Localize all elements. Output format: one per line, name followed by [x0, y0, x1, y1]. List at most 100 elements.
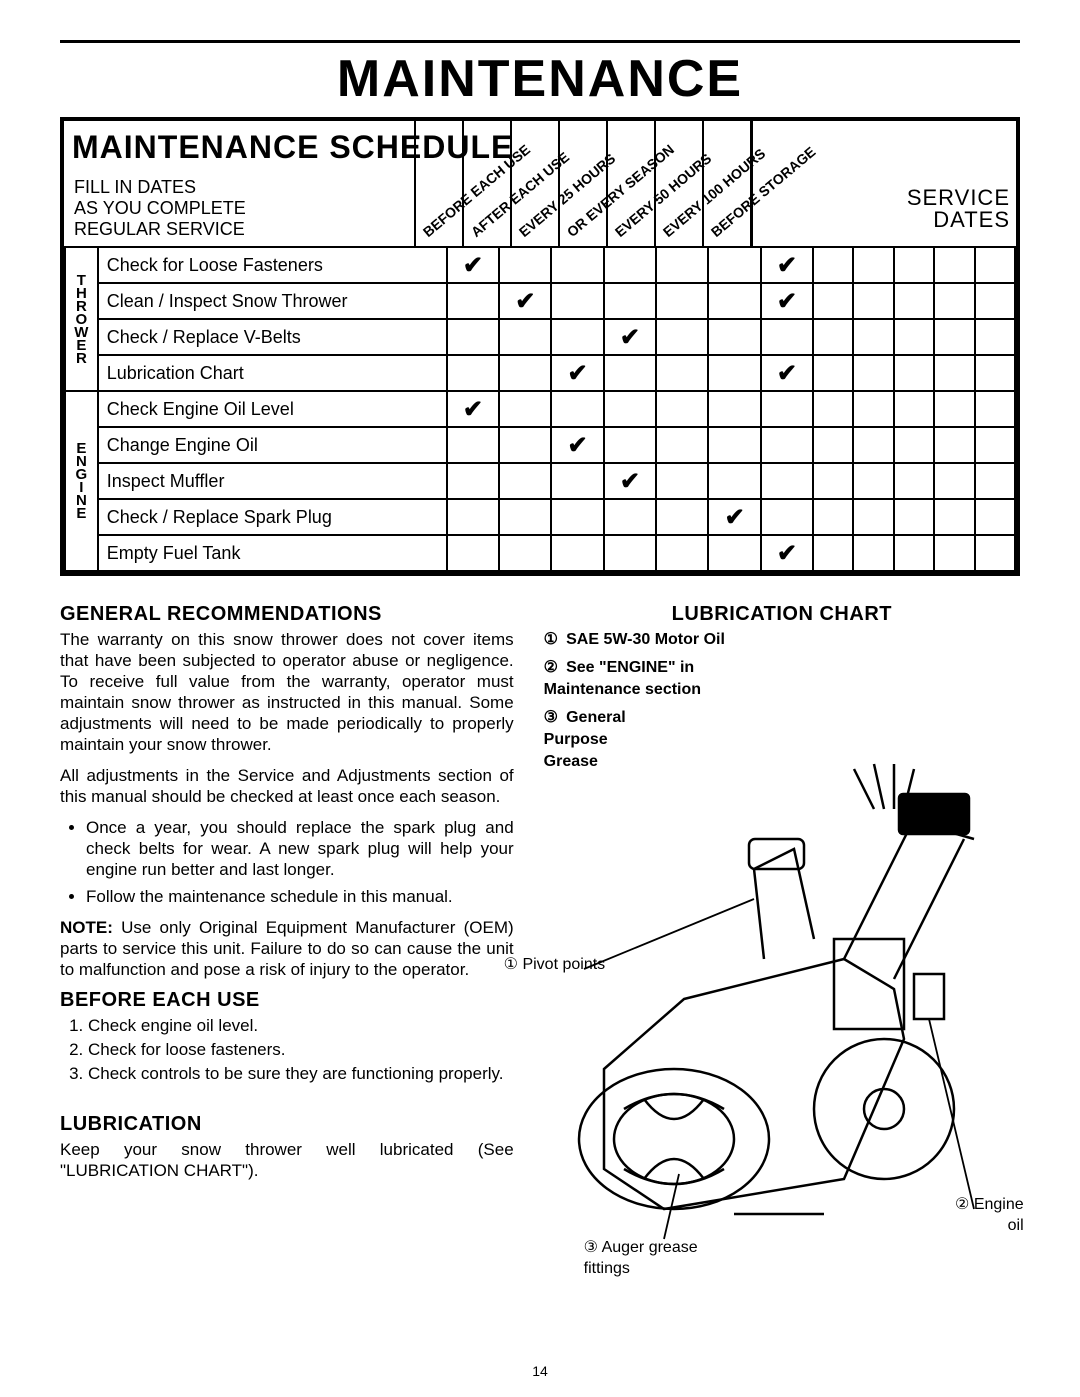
- service-date-cell[interactable]: [934, 319, 974, 355]
- service-date-cell[interactable]: [813, 499, 853, 535]
- service-date-cell[interactable]: [853, 247, 893, 283]
- service-date-cell[interactable]: [894, 319, 934, 355]
- service-date-cell[interactable]: [975, 463, 1015, 499]
- service-date-cell[interactable]: [853, 535, 893, 571]
- service-date-cell[interactable]: [813, 427, 853, 463]
- service-date-cell[interactable]: [975, 427, 1015, 463]
- service-date-cell[interactable]: [813, 355, 853, 391]
- check-cell: [761, 463, 813, 499]
- heading-general: GENERAL RECOMMENDATIONS: [60, 604, 514, 625]
- check-cell: [761, 499, 813, 535]
- service-date-cell[interactable]: [813, 283, 853, 319]
- service-date-cell[interactable]: [853, 463, 893, 499]
- service-date-cell[interactable]: [975, 247, 1015, 283]
- service-date-cell[interactable]: [934, 283, 974, 319]
- check-cell: [551, 499, 603, 535]
- check-cell: [761, 427, 813, 463]
- check-cell: [447, 499, 499, 535]
- service-date-cell[interactable]: [813, 463, 853, 499]
- service-date-cell[interactable]: [894, 355, 934, 391]
- check-cell: [708, 463, 760, 499]
- service-date-cell[interactable]: [934, 499, 974, 535]
- heading-before: BEFORE EACH USE: [60, 990, 514, 1011]
- check-cell: [499, 391, 551, 427]
- check-cell: ✔: [761, 535, 813, 571]
- service-date-cell[interactable]: [853, 355, 893, 391]
- service-date-cell[interactable]: [894, 535, 934, 571]
- check-cell: [551, 247, 603, 283]
- note-text: Use only Original Equipment Manufacturer…: [60, 918, 514, 979]
- lube-key-item: ① SAE 5W-30 Motor Oil: [544, 629, 1020, 651]
- service-date-cell[interactable]: [975, 499, 1015, 535]
- table-row: THROWERCheck for Loose Fasteners✔✔: [65, 247, 1015, 283]
- lube-key-item: ② See "ENGINE" in Maintenance section: [544, 657, 724, 701]
- fillin-line: AS YOU COMPLETE: [74, 198, 246, 219]
- check-cell: [656, 283, 708, 319]
- task-cell: Empty Fuel Tank: [98, 535, 447, 571]
- service-date-cell[interactable]: [934, 355, 974, 391]
- check-cell: [708, 283, 760, 319]
- lube-key-text: SAE 5W-30 Motor Oil: [566, 631, 725, 648]
- check-cell: [447, 535, 499, 571]
- before-item: Check for loose fasteners.: [88, 1039, 514, 1060]
- service-date-cell[interactable]: [894, 247, 934, 283]
- general-bullets: Once a year, you should replace the spar…: [60, 817, 514, 907]
- table-row: Clean / Inspect Snow Thrower✔✔: [65, 283, 1015, 319]
- service-date-cell[interactable]: [975, 355, 1015, 391]
- service-date-cell[interactable]: [894, 391, 934, 427]
- check-cell: [551, 319, 603, 355]
- right-column: LUBRICATION CHART ① SAE 5W-30 Motor Oil …: [544, 594, 1020, 1269]
- check-cell: [656, 355, 708, 391]
- service-date-cell[interactable]: [813, 319, 853, 355]
- heading-lube-chart: LUBRICATION CHART: [544, 604, 1020, 625]
- check-cell: ✔: [761, 247, 813, 283]
- service-date-cell[interactable]: [934, 247, 974, 283]
- interval-col-header: OR EVERY SEASON: [558, 121, 606, 246]
- callout-text: Engine oil: [974, 1196, 1024, 1234]
- service-date-cell[interactable]: [934, 391, 974, 427]
- schedule-header: MAINTENANCE SCHEDULE FILL IN DATES AS YO…: [64, 121, 1016, 246]
- interval-col-header: EVERY 100 HOURS: [654, 121, 702, 246]
- service-date-cell[interactable]: [975, 391, 1015, 427]
- check-cell: [656, 319, 708, 355]
- check-cell: [499, 319, 551, 355]
- service-date-cell[interactable]: [853, 283, 893, 319]
- service-date-cell[interactable]: [813, 247, 853, 283]
- body-columns: GENERAL RECOMMENDATIONS The warranty on …: [60, 594, 1020, 1269]
- service-date-cell[interactable]: [894, 427, 934, 463]
- before-item: Check controls to be sure they are funct…: [88, 1063, 514, 1084]
- task-cell: Check Engine Oil Level: [98, 391, 447, 427]
- svc-dates-2: DATES: [933, 207, 1010, 232]
- check-cell: [656, 535, 708, 571]
- service-date-cell[interactable]: [975, 283, 1015, 319]
- page-number: 14: [0, 1363, 1080, 1379]
- service-date-cell[interactable]: [853, 427, 893, 463]
- service-date-cell[interactable]: [853, 499, 893, 535]
- schedule-table: THROWERCheck for Loose Fasteners✔✔Clean …: [64, 246, 1016, 572]
- check-cell: [499, 247, 551, 283]
- check-cell: [551, 283, 603, 319]
- service-date-cell[interactable]: [934, 463, 974, 499]
- service-date-cell[interactable]: [813, 391, 853, 427]
- check-cell: [499, 463, 551, 499]
- check-cell: ✔: [761, 283, 813, 319]
- service-date-cell[interactable]: [975, 319, 1015, 355]
- check-cell: [551, 463, 603, 499]
- check-cell: [604, 247, 656, 283]
- service-date-cell[interactable]: [894, 463, 934, 499]
- service-date-cell[interactable]: [975, 535, 1015, 571]
- note-para: NOTE: Use only Original Equipment Manufa…: [60, 917, 514, 980]
- service-date-cell[interactable]: [894, 283, 934, 319]
- task-cell: Check / Replace V-Belts: [98, 319, 447, 355]
- service-date-cell[interactable]: [894, 499, 934, 535]
- service-date-cell[interactable]: [853, 391, 893, 427]
- service-date-cell[interactable]: [934, 535, 974, 571]
- service-date-cell[interactable]: [813, 535, 853, 571]
- service-date-cell[interactable]: [853, 319, 893, 355]
- service-date-cell[interactable]: [934, 427, 974, 463]
- check-cell: [761, 391, 813, 427]
- check-cell: ✔: [551, 355, 603, 391]
- page-title: MAINTENANCE: [60, 49, 1020, 109]
- table-row: ENGINECheck Engine Oil Level✔: [65, 391, 1015, 427]
- category-label: ENGINE: [65, 391, 98, 571]
